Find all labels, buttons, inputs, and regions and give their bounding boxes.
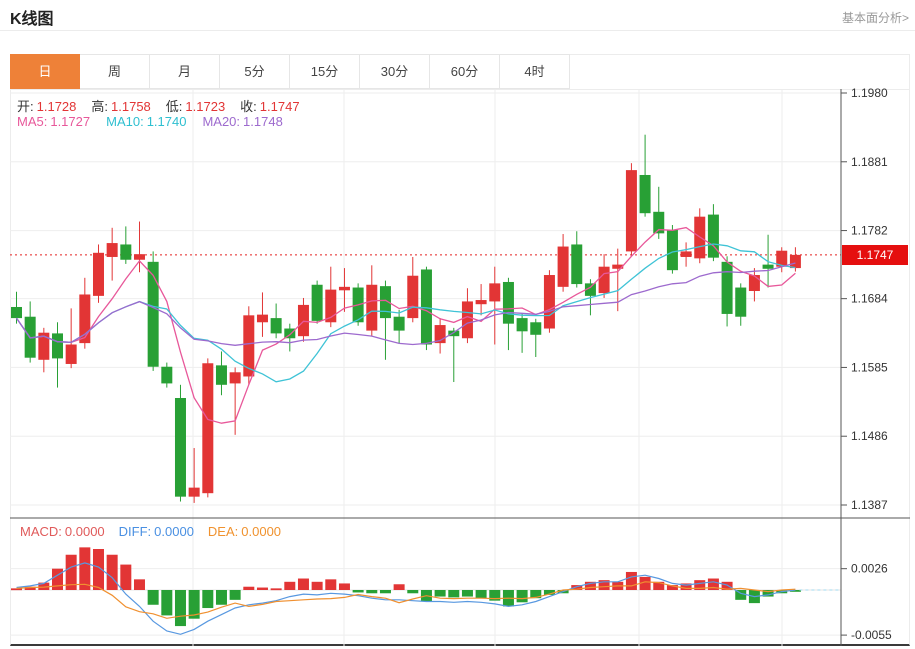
open-label: 开: (17, 99, 34, 114)
open-pair: 开: 1.1728 (17, 96, 76, 115)
high-label: 高: (91, 99, 109, 114)
diff-value: 0.0000 (154, 524, 194, 539)
high-value: 1.1758 (111, 99, 151, 114)
dea-pair: DEA: 0.0000 (208, 524, 281, 539)
fundamental-analysis-link[interactable]: 基本面分析> (841, 11, 909, 25)
low-label: 低: (165, 99, 183, 114)
macd-value: 0.0000 (64, 524, 105, 539)
tab-60分[interactable]: 60分 (430, 54, 500, 89)
ma5-label: MA5: (17, 114, 48, 129)
ma20-label: MA20: (202, 114, 241, 129)
tab-周[interactable]: 周 (80, 54, 150, 89)
tab-15分[interactable]: 15分 (290, 54, 360, 89)
diff-label: DIFF: (118, 524, 152, 539)
tab-5分[interactable]: 5分 (220, 54, 290, 89)
ma20-pair: MA20: 1.1748 (202, 114, 282, 129)
tab-月[interactable]: 月 (150, 54, 220, 89)
ma10-value: 1.1740 (146, 114, 187, 129)
close-label: 收: (240, 99, 257, 114)
ma5-pair: MA5: 1.1727 (17, 114, 90, 129)
close-value: 1.1747 (259, 99, 300, 114)
ma-legend: MA5: 1.1727 MA10: 1.1740 MA20: 1.1748 (17, 114, 283, 129)
tab-30分[interactable]: 30分 (360, 54, 430, 89)
diff-pair: DIFF: 0.0000 (119, 524, 194, 539)
interval-tabs: 日周月 5分 15分 30分 60分 4时 (10, 54, 570, 90)
macd-legend: MACD: 0.0000 DIFF: 0.0000 DEA: 0.0000 (20, 524, 281, 539)
macd-pair: MACD: 0.0000 (20, 524, 105, 539)
tab-日[interactable]: 日 (10, 54, 80, 89)
close-pair: 收: 1.1747 (240, 96, 299, 115)
ma5-value: 1.1727 (50, 114, 91, 129)
dea-label: DEA: (207, 524, 239, 539)
low-value: 1.1723 (185, 99, 226, 114)
page-title: K线图 (10, 11, 54, 28)
tab-4时[interactable]: 4时 (500, 54, 570, 89)
ma10-pair: MA10: 1.1740 (106, 114, 186, 129)
chart-panel: 日周月 5分 15分 30分 60分 4时 (10, 54, 910, 646)
ma10-label: MA10: (106, 114, 144, 129)
dea-value: 0.0000 (241, 524, 282, 539)
low-pair: 低: 1.1723 (166, 96, 225, 115)
macd-label: MACD: (20, 524, 62, 539)
ma20-value: 1.1748 (243, 114, 283, 129)
ohlc-legend: 开: 1.1728 高: 1.1758 低: 1.1723 收: 1.1747 (17, 96, 300, 115)
high-pair: 高: 1.1758 (91, 96, 150, 115)
open-value: 1.1728 (36, 99, 77, 114)
header: K线图 基本面分析> (0, 0, 915, 31)
current-price-badge: 1.1747 (842, 244, 908, 265)
